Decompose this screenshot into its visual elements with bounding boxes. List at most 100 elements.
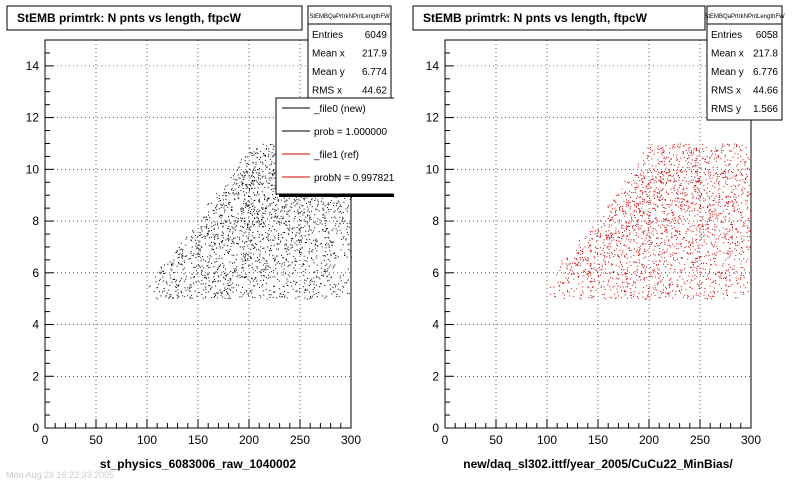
scatter-point [273,169,275,171]
scatter-point [625,191,627,193]
scatter-point [696,261,698,263]
scatter-point [644,239,646,241]
scatter-point [273,291,275,293]
scatter-point [741,144,743,146]
scatter-point [590,250,592,252]
scatter-point [270,250,272,252]
scatter-point [608,234,609,236]
scatter-point [667,244,669,246]
scatter-point [715,258,716,259]
scatter-point [203,289,205,291]
scatter-point [559,270,561,271]
scatter-point [635,187,637,188]
scatter-point [709,232,711,234]
scatter-point [230,289,232,291]
scatter-point [667,293,669,295]
scatter-point [321,198,323,200]
scatter-point [291,244,293,246]
scatter-point [227,282,229,284]
scatter-point [294,235,296,237]
scatter-point [289,209,291,211]
scatter-point [615,210,616,212]
scatter-point [713,258,715,260]
scatter-point [695,170,697,172]
scatter-point [256,212,258,214]
scatter-point [338,207,340,209]
scatter-point [256,244,258,245]
scatter-point [260,223,262,225]
scatter-point [722,143,724,145]
scatter-point [737,241,739,243]
scatter-point [310,257,312,259]
scatter-point [244,263,246,265]
scatter-point [736,146,737,148]
scatter-point [669,245,671,246]
scatter-point [194,266,196,268]
scatter-point [741,273,743,275]
scatter-point [324,225,326,227]
scatter-point [239,274,241,276]
scatter-point [283,268,285,270]
scatter-point [635,251,637,253]
scatter-point [741,247,743,249]
scatter-point [730,196,731,198]
scatter-point [589,249,591,251]
scatter-point [276,204,278,206]
scatter-point [643,199,645,201]
scatter-point [661,241,663,243]
scatter-point [663,152,665,153]
scatter-point [322,214,324,216]
scatter-point [676,192,677,194]
scatter-point [663,218,664,220]
scatter-point [244,221,246,222]
scatter-point [636,220,638,222]
scatter-point [632,225,634,226]
scatter-point [718,199,720,201]
scatter-point [721,221,723,223]
scatter-point [247,200,249,202]
scatter-point [748,184,750,186]
scatter-point [613,256,615,258]
scatter-point [276,216,278,218]
scatter-point [614,207,616,209]
scatter-point [686,218,688,220]
scatter-point [612,237,614,239]
scatter-point [736,145,738,147]
scatter-point [642,191,644,193]
scatter-point [263,153,265,154]
scatter-point [224,195,226,197]
scatter-point [267,238,269,240]
scatter-point [729,164,731,166]
scatter-point [270,189,272,190]
scatter-point [647,224,649,226]
scatter-point [323,209,325,211]
scatter-point [747,225,749,227]
scatter-point [659,161,661,162]
scatter-point [718,284,720,286]
scatter-point [634,215,635,216]
scatter-point [649,202,651,204]
scatter-point [684,195,686,197]
scatter-point [201,273,202,275]
scatter-point [222,226,224,228]
scatter-point [315,241,317,243]
scatter-point [328,266,330,268]
scatter-point [679,217,680,219]
scatter-point [209,254,211,256]
scatter-point [601,285,602,287]
scatter-point [652,230,654,232]
scatter-point [697,294,699,296]
scatter-point [265,231,267,233]
scatter-point [644,230,646,232]
y-tick-label: 6 [32,266,39,280]
scatter-point [200,283,202,285]
scatter-point [292,238,294,239]
scatter-point [724,156,726,158]
scatter-point [237,197,239,199]
scatter-point [282,237,284,239]
scatter-point [687,228,689,230]
scatter-point [273,235,275,237]
scatter-point [580,294,582,296]
scatter-point [222,247,224,249]
scatter-point [310,219,312,220]
